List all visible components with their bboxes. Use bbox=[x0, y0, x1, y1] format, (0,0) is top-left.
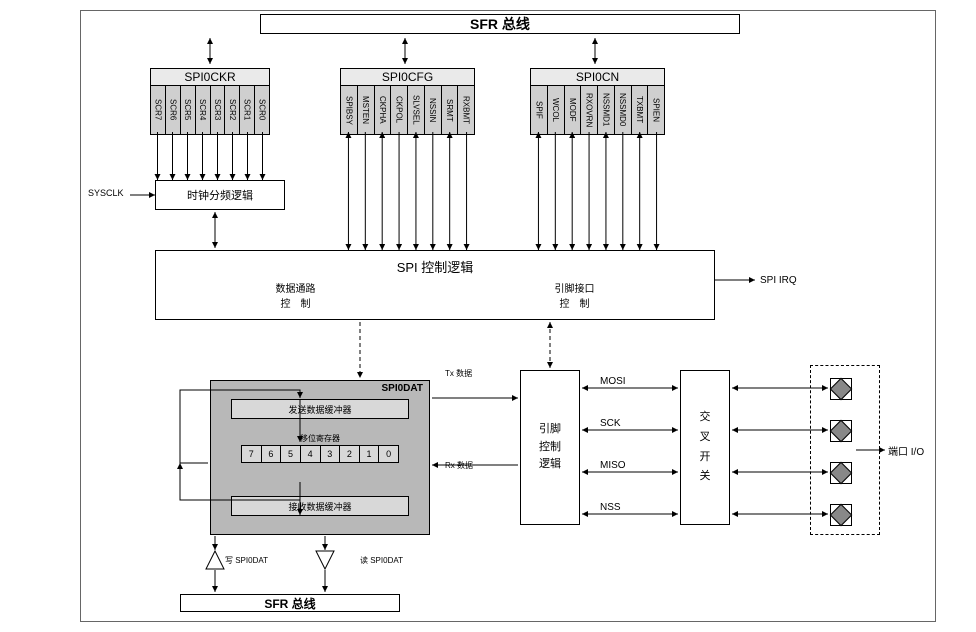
spi-irq-label: SPI IRQ bbox=[760, 275, 797, 286]
register-bit: SCR2 bbox=[225, 86, 240, 134]
port-pad bbox=[830, 504, 852, 526]
signal-label-mosi: MOSI bbox=[600, 376, 626, 387]
spi-ctrl-sub1: 数据通路 bbox=[276, 280, 316, 295]
register-bit: RXBMT bbox=[458, 86, 474, 134]
signal-label-sck: SCK bbox=[600, 418, 621, 429]
register-header: SPI0CFG bbox=[341, 69, 474, 86]
shift-bit: 2 bbox=[340, 446, 360, 462]
shift-bit: 7 bbox=[242, 446, 262, 462]
port-pad bbox=[830, 462, 852, 484]
register-bit: SCR0 bbox=[255, 86, 269, 134]
shift-bit: 6 bbox=[262, 446, 282, 462]
register-bit: CKPOL bbox=[391, 86, 408, 134]
spi-ctrl-sub1b: 控 制 bbox=[276, 295, 316, 310]
pin-control-logic-block: 引脚 控制 逻辑 bbox=[520, 370, 580, 525]
spidat-write-label: 写 SPI0DAT bbox=[225, 555, 268, 566]
shift-register: 76543210 bbox=[241, 445, 399, 463]
spi-control-title: SPI 控制逻辑 bbox=[397, 257, 474, 276]
register-bit: MSTEN bbox=[358, 86, 375, 134]
register-bit: SCR1 bbox=[240, 86, 255, 134]
spi-ctrl-sub2: 引脚接口 bbox=[555, 280, 595, 295]
spi-control-logic-block: SPI 控制逻辑 数据通路 控 制 引脚接口 控 制 bbox=[155, 250, 715, 320]
register-spi0cn: SPI0CNSPIFWCOLMODFRXOVRNNSSMD1NSSMD0TXBM… bbox=[530, 68, 665, 135]
shift-bit: 1 bbox=[360, 446, 380, 462]
sfr-bus-top: SFR 总线 bbox=[260, 14, 740, 34]
register-spi0ckr: SPI0CKRSCR7SCR6SCR5SCR4SCR3SCR2SCR1SCR0 bbox=[150, 68, 270, 135]
register-bit: SCR4 bbox=[196, 86, 211, 134]
sfr-bus-bottom: SFR 总线 bbox=[180, 594, 400, 612]
register-bit: SPIEN bbox=[648, 86, 664, 134]
register-bit: WCOL bbox=[548, 86, 565, 134]
register-bit: SPIF bbox=[531, 86, 548, 134]
register-header: SPI0CN bbox=[531, 69, 664, 86]
register-bit: NSSIN bbox=[425, 86, 442, 134]
register-bit: SCR7 bbox=[151, 86, 166, 134]
shift-reg-label: 移位寄存器 bbox=[211, 433, 429, 444]
signal-label-miso: MISO bbox=[600, 460, 626, 471]
register-bit: SCR5 bbox=[181, 86, 196, 134]
register-header: SPI0CKR bbox=[151, 69, 269, 86]
rx-data-label: Rx 数据 bbox=[445, 460, 473, 471]
sfr-bus-top-label: SFR 总线 bbox=[470, 14, 530, 34]
crossbar-block: 交 叉 开 关 bbox=[680, 370, 730, 525]
shift-bit: 4 bbox=[301, 446, 321, 462]
register-bit: SCR3 bbox=[211, 86, 226, 134]
register-bit: CKPHA bbox=[375, 86, 392, 134]
spi0dat-header: SPI0DAT bbox=[382, 383, 424, 394]
shift-bit: 5 bbox=[281, 446, 301, 462]
spi0dat-block: SPI0DAT 发送数据缓冲器 移位寄存器 76543210 接收数据缓冲器 bbox=[210, 380, 430, 535]
shift-bit: 3 bbox=[321, 446, 341, 462]
port-pad bbox=[830, 420, 852, 442]
port-pad bbox=[830, 378, 852, 400]
port-io-label: 端口 I/O bbox=[888, 443, 924, 458]
register-bit: SLVSEL bbox=[408, 86, 425, 134]
tx-data-label: Tx 数据 bbox=[445, 368, 472, 379]
register-bit: NSSMD1 bbox=[598, 86, 615, 134]
register-bit: SPIBSY bbox=[341, 86, 358, 134]
sfr-bus-bottom-label: SFR 总线 bbox=[264, 595, 315, 612]
sysclk-label: SYSCLK bbox=[88, 188, 124, 198]
clock-divider-block: 时钟分频逻辑 bbox=[155, 180, 285, 210]
spidat-read-label: 读 SPI0DAT bbox=[360, 555, 403, 566]
signal-label-nss: NSS bbox=[600, 502, 621, 513]
spi-ctrl-sub2b: 控 制 bbox=[555, 295, 595, 310]
tx-buffer: 发送数据缓冲器 bbox=[231, 399, 409, 419]
rx-buffer: 接收数据缓冲器 bbox=[231, 496, 409, 516]
register-bit: MODF bbox=[565, 86, 582, 134]
register-bit: SCR6 bbox=[166, 86, 181, 134]
clock-divider-label: 时钟分频逻辑 bbox=[187, 187, 253, 203]
register-bit: RXOVRN bbox=[581, 86, 598, 134]
register-spi0cfg: SPI0CFGSPIBSYMSTENCKPHACKPOLSLVSELNSSINS… bbox=[340, 68, 475, 135]
register-bit: SRMT bbox=[442, 86, 459, 134]
shift-bit: 0 bbox=[379, 446, 398, 462]
register-bit: NSSMD0 bbox=[615, 86, 632, 134]
register-bit: TXBMT bbox=[632, 86, 649, 134]
